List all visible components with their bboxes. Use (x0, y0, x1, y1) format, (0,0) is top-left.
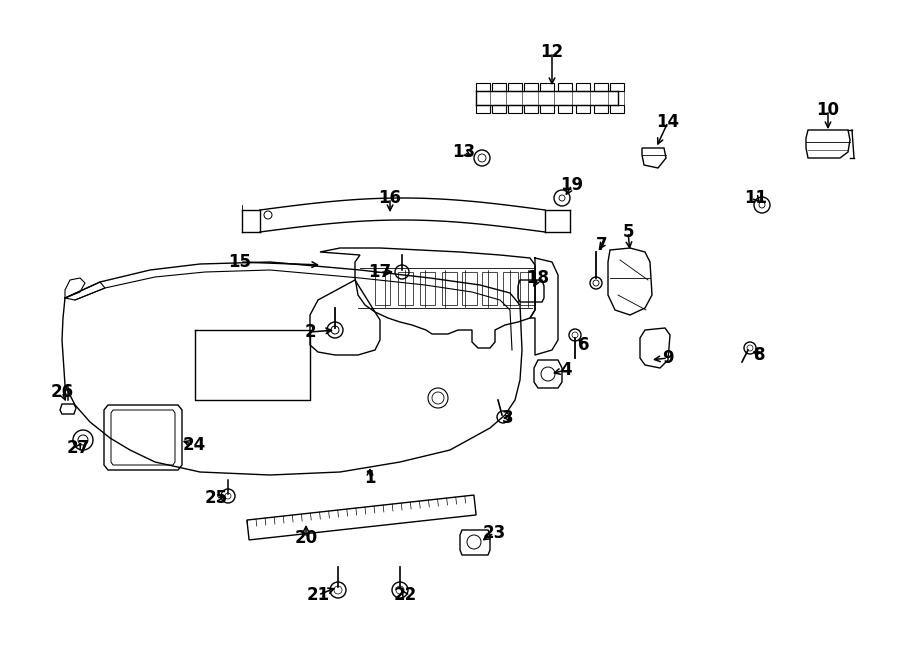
Text: 22: 22 (393, 586, 417, 604)
Text: 24: 24 (183, 436, 205, 454)
Text: 11: 11 (744, 189, 768, 207)
Text: 10: 10 (816, 101, 840, 119)
Text: 1: 1 (364, 469, 376, 487)
Text: 14: 14 (656, 113, 680, 131)
Text: 21: 21 (306, 586, 329, 604)
Text: 18: 18 (526, 269, 550, 287)
Text: 13: 13 (453, 143, 475, 161)
Text: 20: 20 (294, 529, 318, 547)
Text: 9: 9 (662, 349, 674, 367)
Text: 6: 6 (578, 336, 590, 354)
Text: 23: 23 (482, 524, 506, 542)
Text: 17: 17 (368, 263, 392, 281)
Text: 5: 5 (622, 223, 634, 241)
Text: 4: 4 (560, 361, 572, 379)
Text: 8: 8 (754, 346, 766, 364)
Text: 2: 2 (304, 323, 316, 341)
Text: 3: 3 (502, 409, 514, 427)
Text: 27: 27 (67, 439, 90, 457)
Text: 15: 15 (229, 253, 251, 271)
Text: 12: 12 (540, 43, 563, 61)
Text: 16: 16 (379, 189, 401, 207)
Text: 26: 26 (50, 383, 74, 401)
Text: 7: 7 (596, 236, 608, 254)
Text: 19: 19 (561, 176, 583, 194)
Text: 25: 25 (204, 489, 228, 507)
